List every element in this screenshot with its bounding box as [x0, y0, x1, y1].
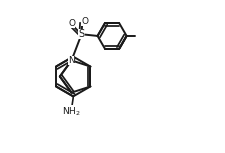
Text: NH$_2$: NH$_2$ [61, 105, 80, 118]
Text: S: S [78, 29, 84, 39]
Text: O: O [68, 19, 75, 28]
Text: O: O [81, 17, 88, 26]
Text: N: N [68, 56, 74, 65]
